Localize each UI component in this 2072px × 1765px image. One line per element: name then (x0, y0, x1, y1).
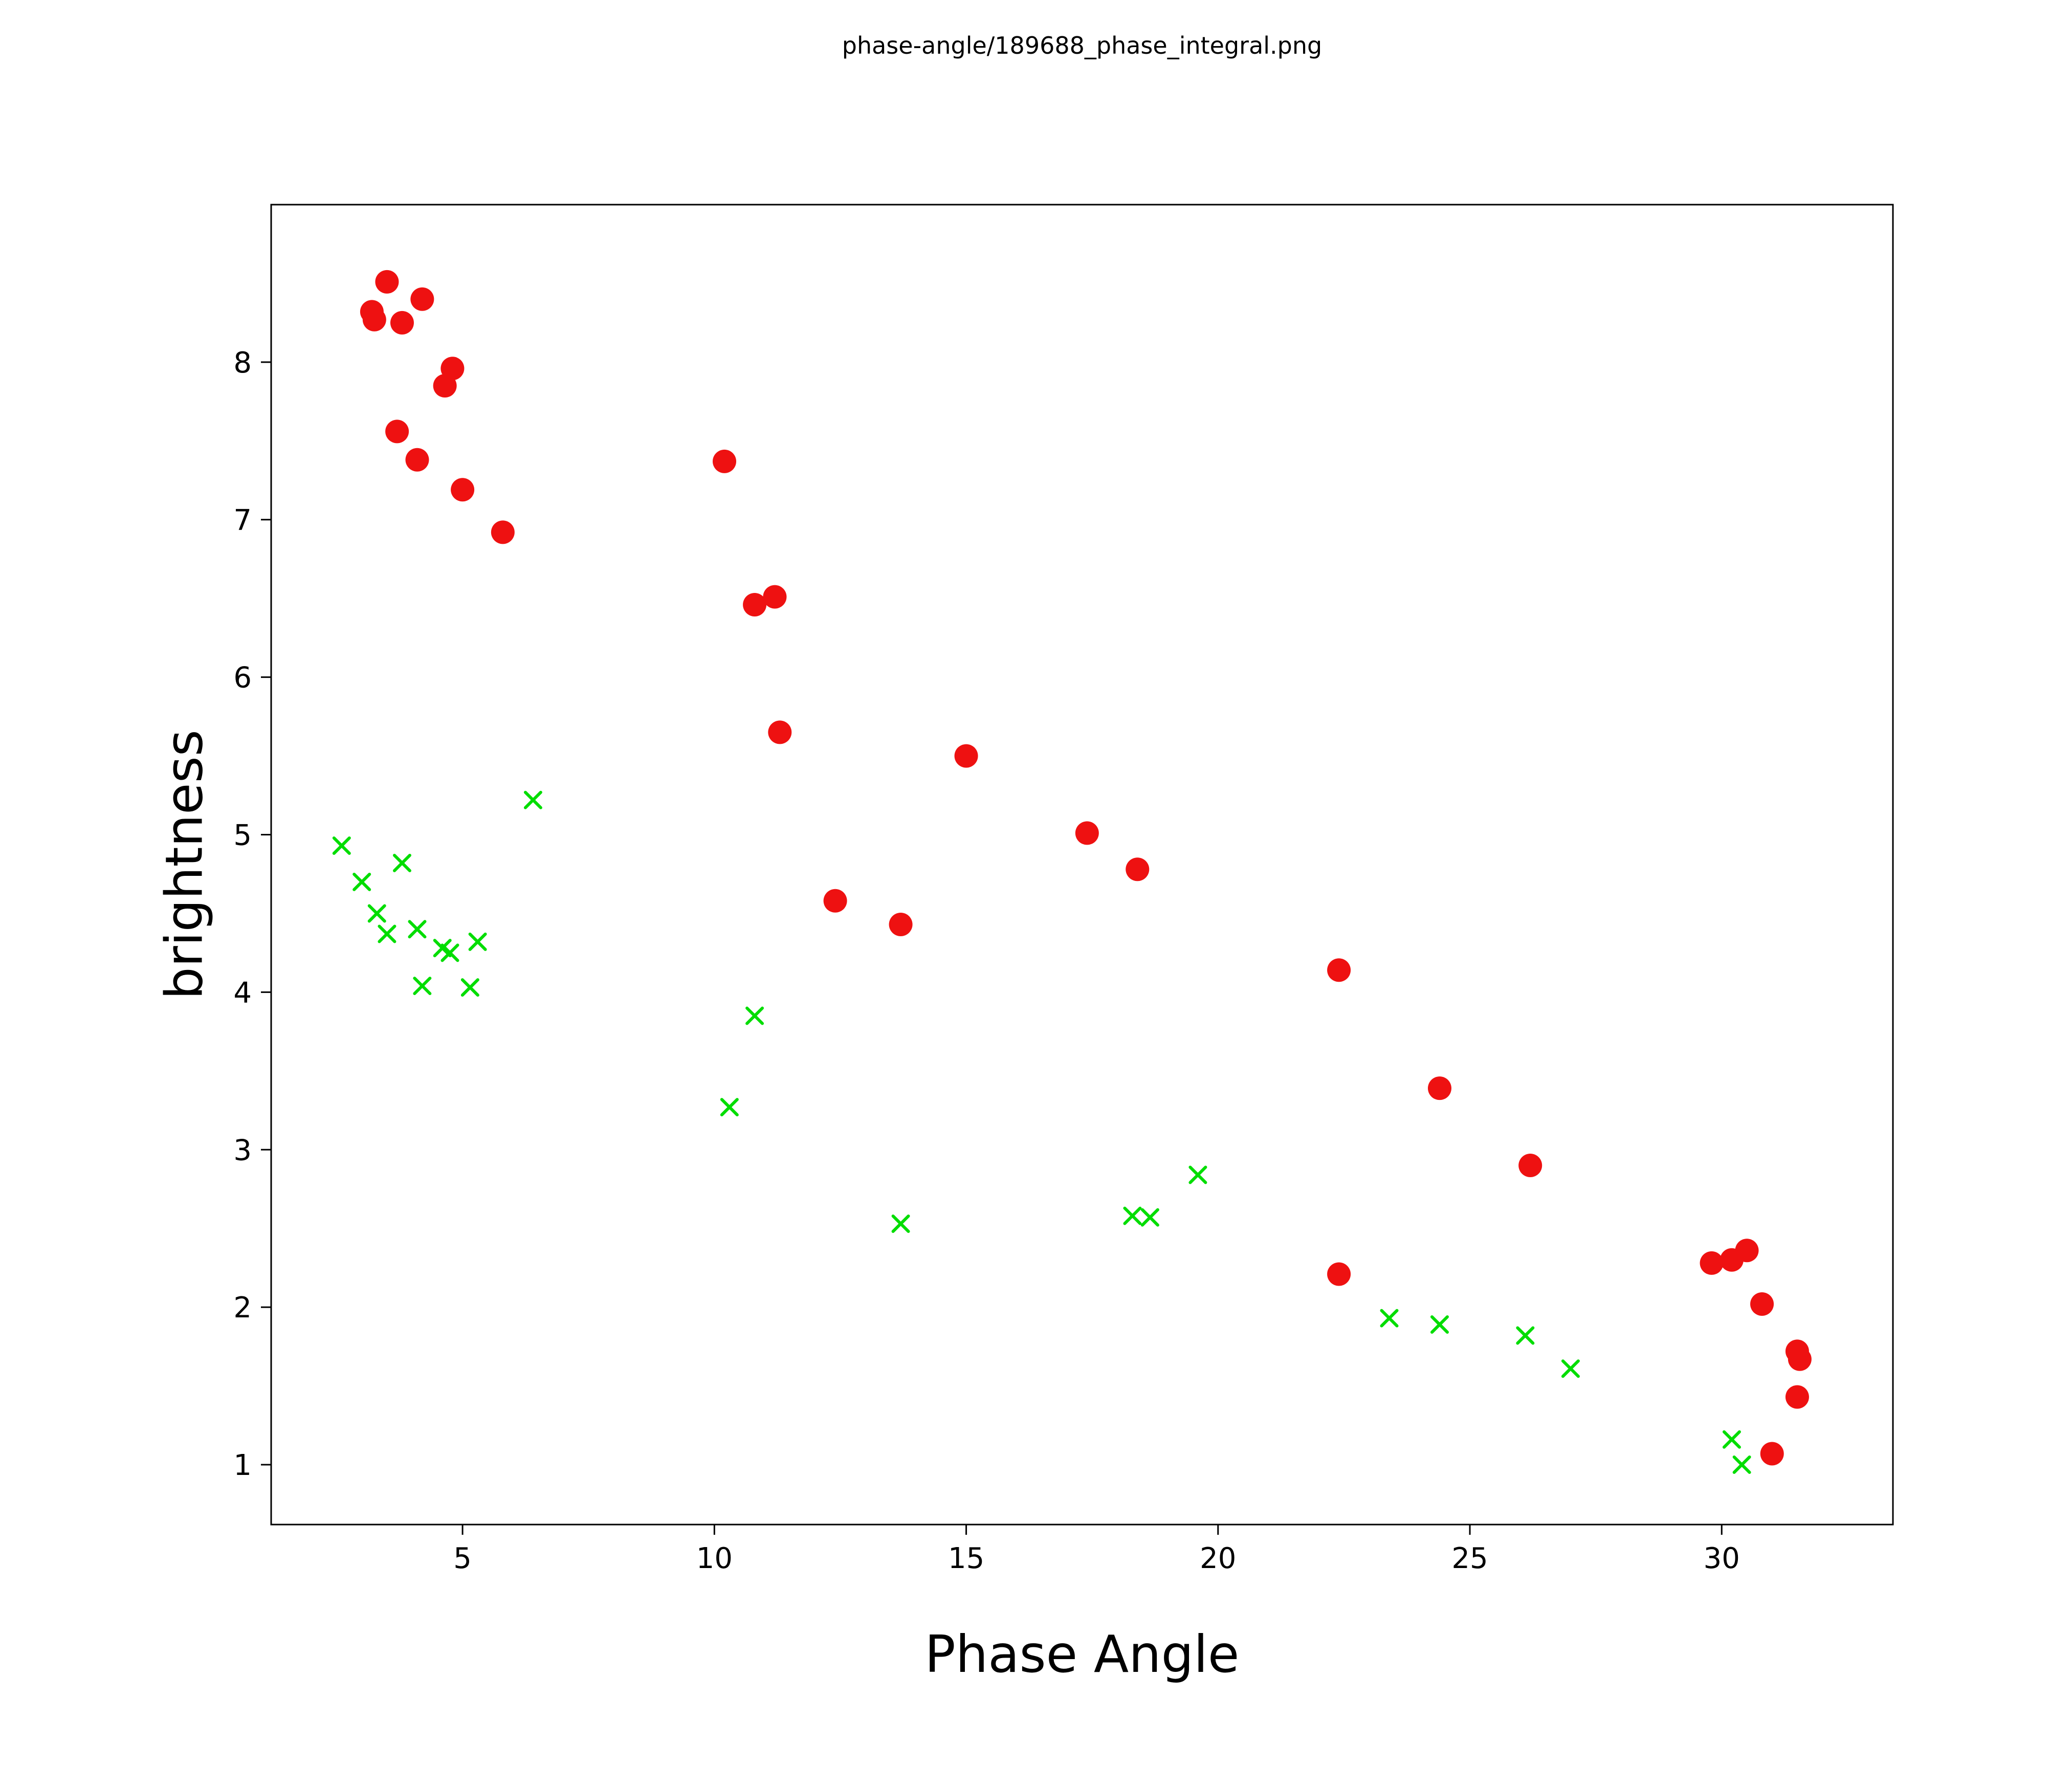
scatter-point-red-circles (954, 744, 978, 768)
scatter-point-red-circles (713, 449, 737, 473)
scatter-point-red-circles (1518, 1154, 1542, 1178)
x-tick-label: 20 (1200, 1542, 1236, 1575)
y-tick-label: 4 (233, 976, 252, 1009)
scatter-point-red-circles (1750, 1292, 1774, 1316)
chart-title: phase-angle/189688_phase_integral.png (842, 32, 1322, 59)
scatter-point-red-circles (405, 448, 429, 472)
scatter-point-red-circles (1427, 1076, 1451, 1100)
y-tick-label: 6 (233, 661, 252, 695)
scatter-point-green-crosses (413, 977, 432, 996)
y-tick-label: 7 (233, 504, 252, 537)
scatter-point-green-crosses (367, 904, 386, 923)
scatter-point-green-crosses (745, 1006, 764, 1025)
scatter-point-green-crosses (378, 924, 396, 943)
scatter-point-red-circles (1735, 1239, 1759, 1263)
scatter-point-red-circles (410, 287, 434, 311)
scatter-point-red-circles (763, 585, 787, 609)
x-tick-label: 30 (1704, 1542, 1740, 1575)
scatter-point-green-crosses (1140, 1208, 1159, 1227)
x-tick-label: 25 (1451, 1542, 1488, 1575)
scatter-point-red-circles (375, 270, 399, 294)
scatter-point-green-crosses (1380, 1309, 1399, 1328)
scatter-point-green-crosses (1123, 1206, 1142, 1225)
y-tick-label: 1 (233, 1449, 252, 1482)
scatter-point-red-circles (385, 420, 409, 444)
scatter-point-green-crosses (392, 853, 411, 872)
scatter-point-green-crosses (523, 790, 542, 809)
scatter-point-green-crosses (332, 836, 351, 855)
scatter-point-green-crosses (1561, 1359, 1580, 1378)
scatter-point-green-crosses (1732, 1455, 1751, 1474)
scatter-point-red-circles (1327, 958, 1351, 982)
x-tick-label: 5 (453, 1542, 472, 1575)
scatter-point-green-crosses (1430, 1315, 1449, 1334)
scatter-point-green-crosses (1722, 1430, 1741, 1449)
scatter-point-green-crosses (408, 920, 427, 939)
scatter-point-red-circles (451, 478, 475, 502)
scatter-point-green-crosses (720, 1098, 739, 1117)
plot-border (270, 204, 1894, 1526)
scatter-point-green-crosses (891, 1214, 910, 1233)
scatter-point-green-crosses (468, 932, 487, 951)
y-tick-label: 3 (233, 1134, 252, 1167)
scatter-point-red-circles (743, 593, 767, 617)
scatter-point-red-circles (1700, 1251, 1724, 1275)
scatter-point-red-circles (362, 307, 386, 332)
scatter-point-red-circles (491, 520, 515, 544)
y-tick-label: 5 (233, 819, 252, 852)
scatter-point-green-crosses (460, 978, 479, 997)
scatter-point-red-circles (1785, 1385, 1809, 1409)
scatter-point-green-crosses (440, 943, 459, 962)
y-axis-label: brightness (154, 730, 214, 1000)
x-tick-label: 15 (948, 1542, 984, 1575)
scatter-point-red-circles (823, 889, 847, 913)
scatter-point-red-circles (1075, 821, 1099, 845)
x-tick-label: 10 (696, 1542, 733, 1575)
scatter-point-red-circles (768, 720, 792, 744)
x-axis-label: Phase Angle (924, 1624, 1240, 1684)
scatter-point-red-circles (1788, 1347, 1812, 1371)
scatter-point-green-crosses (1188, 1165, 1207, 1184)
scatter-point-green-crosses (1516, 1326, 1535, 1345)
scatter-point-red-circles (1760, 1442, 1784, 1466)
scatter-point-red-circles (1327, 1262, 1351, 1286)
scatter-point-green-crosses (352, 872, 371, 891)
scatter-point-red-circles (440, 357, 465, 381)
y-tick-label: 2 (233, 1291, 252, 1325)
y-tick-label: 8 (233, 346, 252, 380)
scatter-point-red-circles (1126, 857, 1150, 881)
scatter-point-red-circles (889, 912, 913, 936)
scatter-point-red-circles (390, 311, 414, 335)
